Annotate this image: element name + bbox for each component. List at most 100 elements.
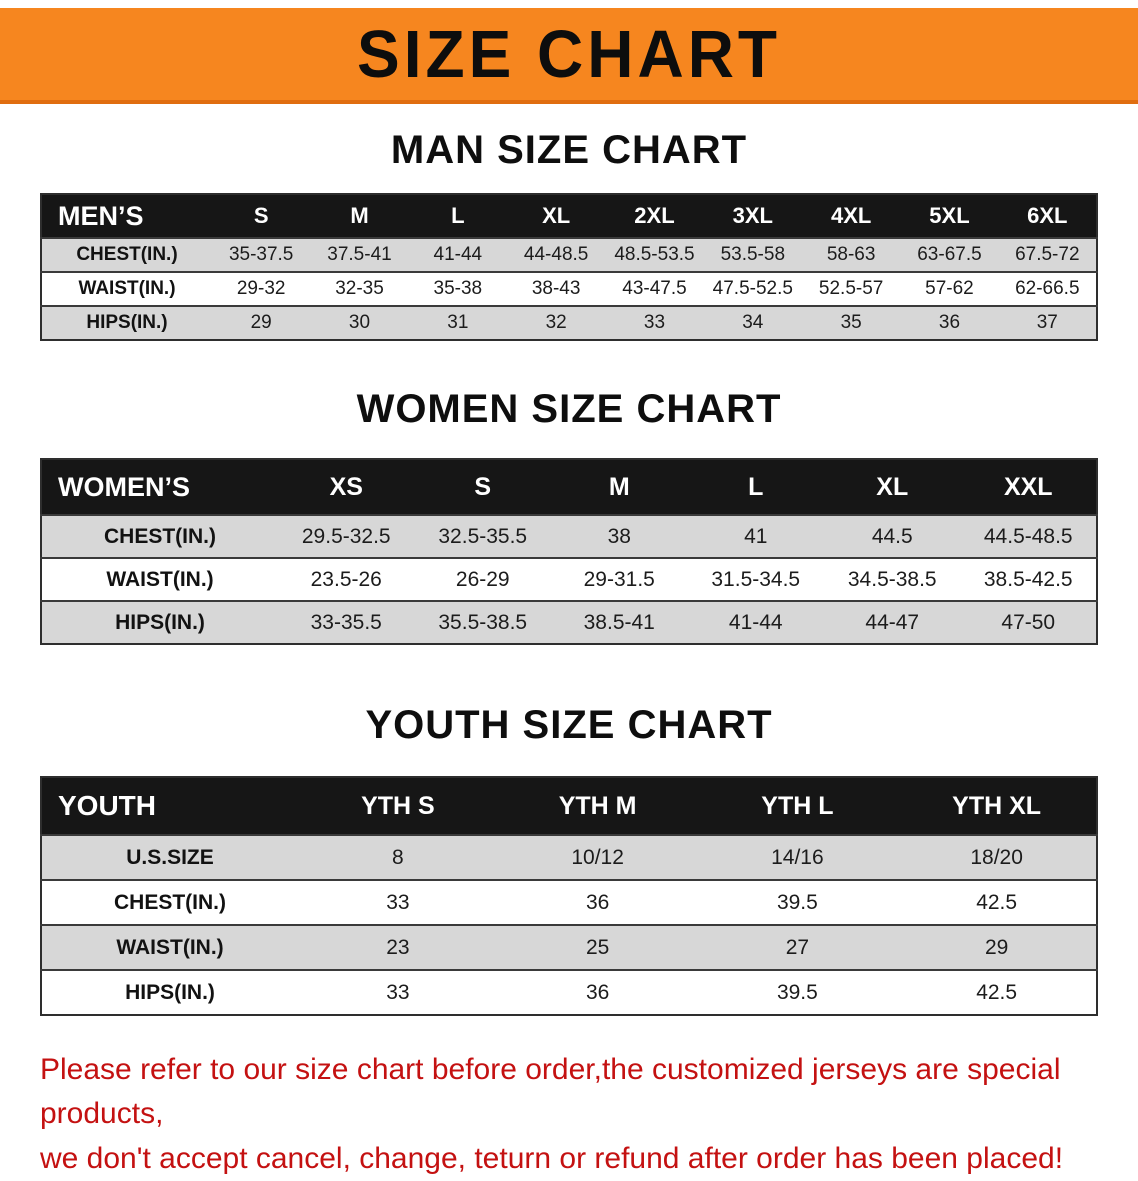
row-label-cell: HIPS(IN.)	[125, 980, 215, 1004]
value-cell: 33	[386, 980, 410, 1004]
table-title-cell: WOMEN’S	[41, 459, 278, 515]
size-header-cell: YTH L	[697, 777, 898, 835]
row-label-cell: WAIST(IN.)	[78, 278, 176, 299]
value-cell: 39.5	[776, 980, 818, 1004]
measurement-row: CHEST(IN.) 29.5-32.5 32.5-35.5 38 41 44.5 44.5…	[41, 515, 1097, 558]
women-chart-heading: WOMEN SIZE CHART	[356, 387, 782, 431]
value-cell: 34	[742, 312, 764, 333]
value-cell: 41	[744, 524, 768, 548]
measurement-row: WAIST(IN.) 23 25 27 29	[41, 925, 1097, 970]
table-header-row: MEN’S S M L XL 2XL 3XL 4XL 5XL 6XL	[41, 194, 1097, 238]
size-header-cell: XL	[506, 194, 606, 238]
value-cell: 29	[250, 312, 272, 333]
size-header-cell: L	[408, 194, 507, 238]
value-cell: 37.5-41	[327, 244, 392, 265]
value-cell: 47.5-52.5	[712, 278, 793, 299]
men-size-table: MEN’S S M L XL 2XL 3XL 4XL 5XL 6XL CHEST(IN.) 35-37…	[40, 193, 1098, 341]
value-cell: 36	[585, 890, 610, 914]
value-cell: 30	[348, 312, 371, 333]
value-cell: 34.5-38.5	[847, 567, 937, 591]
value-cell: 48.5-53.5	[614, 244, 695, 265]
size-header-cell: XL	[824, 459, 961, 515]
value-cell: 29	[984, 935, 1009, 959]
value-cell: 37	[1036, 312, 1058, 333]
measurement-row: WAIST(IN.) 29-32 32-35 35-38 38-43 43-47.5 47.…	[41, 272, 1097, 306]
value-cell: 32-35	[335, 278, 384, 299]
row-label-cell: HIPS(IN.)	[86, 312, 168, 333]
size-header-cell: S	[212, 194, 311, 238]
size-header-cell: 5XL	[900, 194, 999, 238]
value-cell: 29-32	[236, 278, 286, 299]
row-label-cell: WAIST(IN.)	[106, 567, 214, 591]
value-cell: 38-43	[531, 278, 581, 299]
size-header-cell: YTH M	[497, 777, 698, 835]
value-cell: 32.5-35.5	[438, 524, 528, 548]
measurement-row: HIPS(IN.) 33-35.5 35.5-38.5 38.5-41 41-44 44-…	[41, 601, 1097, 644]
value-cell: 38.5-41	[583, 610, 655, 634]
size-header-cell: L	[687, 459, 824, 515]
size-header-cell: 4XL	[801, 194, 901, 238]
value-cell: 58-63	[826, 244, 876, 265]
value-cell: 43-47.5	[622, 278, 687, 299]
value-cell: 29-31.5	[583, 567, 655, 591]
value-cell: 18/20	[970, 845, 1023, 869]
size-header-cell: M	[310, 194, 409, 238]
value-cell: 44-47	[865, 610, 920, 634]
table-header-row: WOMEN’S XS S M L XL XXL	[41, 459, 1097, 515]
row-label-cell: CHEST(IN.)	[104, 524, 216, 548]
value-cell: 31	[447, 312, 469, 333]
value-cell: 67.5-72	[1015, 244, 1080, 265]
size-header-cell: YTH S	[298, 777, 498, 835]
youth-size-table: YOUTH YTH S YTH M YTH L YTH XL U.S.SIZE 8 10/12…	[40, 776, 1098, 1016]
size-chart-banner: SIZE CHART	[0, 8, 1138, 104]
value-cell: 33	[643, 312, 666, 333]
value-cell: 8	[392, 845, 404, 869]
value-cell: 38.5-42.5	[983, 567, 1073, 591]
men-chart-heading: MAN SIZE CHART	[390, 128, 748, 172]
value-cell: 62-66.5	[1015, 278, 1080, 299]
value-cell: 35-37.5	[228, 244, 294, 265]
disclaimer-line-2: we don't accept cancel, change, teturn o…	[40, 1141, 1064, 1175]
row-label-cell: HIPS(IN.)	[115, 610, 205, 634]
table-title-cell: MEN’S	[41, 194, 212, 238]
table-title-cell: YOUTH	[41, 777, 298, 835]
size-header-cell: 6XL	[998, 194, 1097, 238]
size-header-cell: 3XL	[703, 194, 802, 238]
youth-chart-heading: YOUTH SIZE CHART	[365, 703, 773, 747]
value-cell: 42.5	[976, 980, 1018, 1004]
size-header-cell: S	[414, 459, 551, 515]
measurement-row: U.S.SIZE 8 10/12 14/16 18/20	[41, 835, 1097, 880]
row-label-cell: CHEST(IN.)	[76, 244, 178, 265]
value-cell: 57-62	[925, 278, 974, 299]
value-cell: 32	[545, 312, 567, 333]
value-cell: 26-29	[455, 567, 510, 591]
value-cell: 25	[585, 935, 610, 959]
measurement-row: HIPS(IN.) 33 36 39.5 42.5	[41, 970, 1097, 1015]
value-cell: 44.5-48.5	[983, 524, 1073, 548]
measurement-row: CHEST(IN.) 33 36 39.5 42.5	[41, 880, 1097, 925]
value-cell: 31.5-34.5	[711, 567, 801, 591]
disclaimer-line-1: Please refer to our size chart before or…	[40, 1053, 1061, 1131]
value-cell: 44.5	[871, 524, 913, 548]
value-cell: 41-44	[728, 610, 783, 634]
row-label-cell: CHEST(IN.)	[114, 890, 226, 914]
size-header-cell: YTH XL	[897, 777, 1097, 835]
value-cell: 33	[386, 890, 410, 914]
size-header-cell: XS	[278, 459, 415, 515]
measurement-row: HIPS(IN.) 29 30 31 32 33 34 35 36 37	[41, 306, 1097, 340]
value-cell: 53.5-58	[720, 244, 786, 265]
value-cell: 39.5	[776, 890, 818, 914]
measurement-row: WAIST(IN.) 23.5-26 26-29 29-31.5 31.5-34.5 34…	[41, 558, 1097, 601]
value-cell: 42.5	[976, 890, 1018, 914]
value-cell: 35	[840, 312, 862, 333]
value-cell: 44-48.5	[523, 244, 589, 265]
value-cell: 36	[585, 980, 610, 1004]
size-header-cell: M	[551, 459, 688, 515]
value-cell: 35-38	[433, 278, 483, 299]
women-size-table: WOMEN’S XS S M L XL XXL CHEST(IN.) 29.5-32.5 32.5…	[40, 458, 1098, 645]
size-header-cell: XXL	[960, 459, 1097, 515]
size-header-cell: 2XL	[605, 194, 704, 238]
value-cell: 23.5-26	[310, 567, 382, 591]
value-cell: 29.5-32.5	[301, 524, 391, 548]
measurement-row: CHEST(IN.) 35-37.5 37.5-41 41-44 44-48.5 48.5…	[41, 238, 1097, 272]
